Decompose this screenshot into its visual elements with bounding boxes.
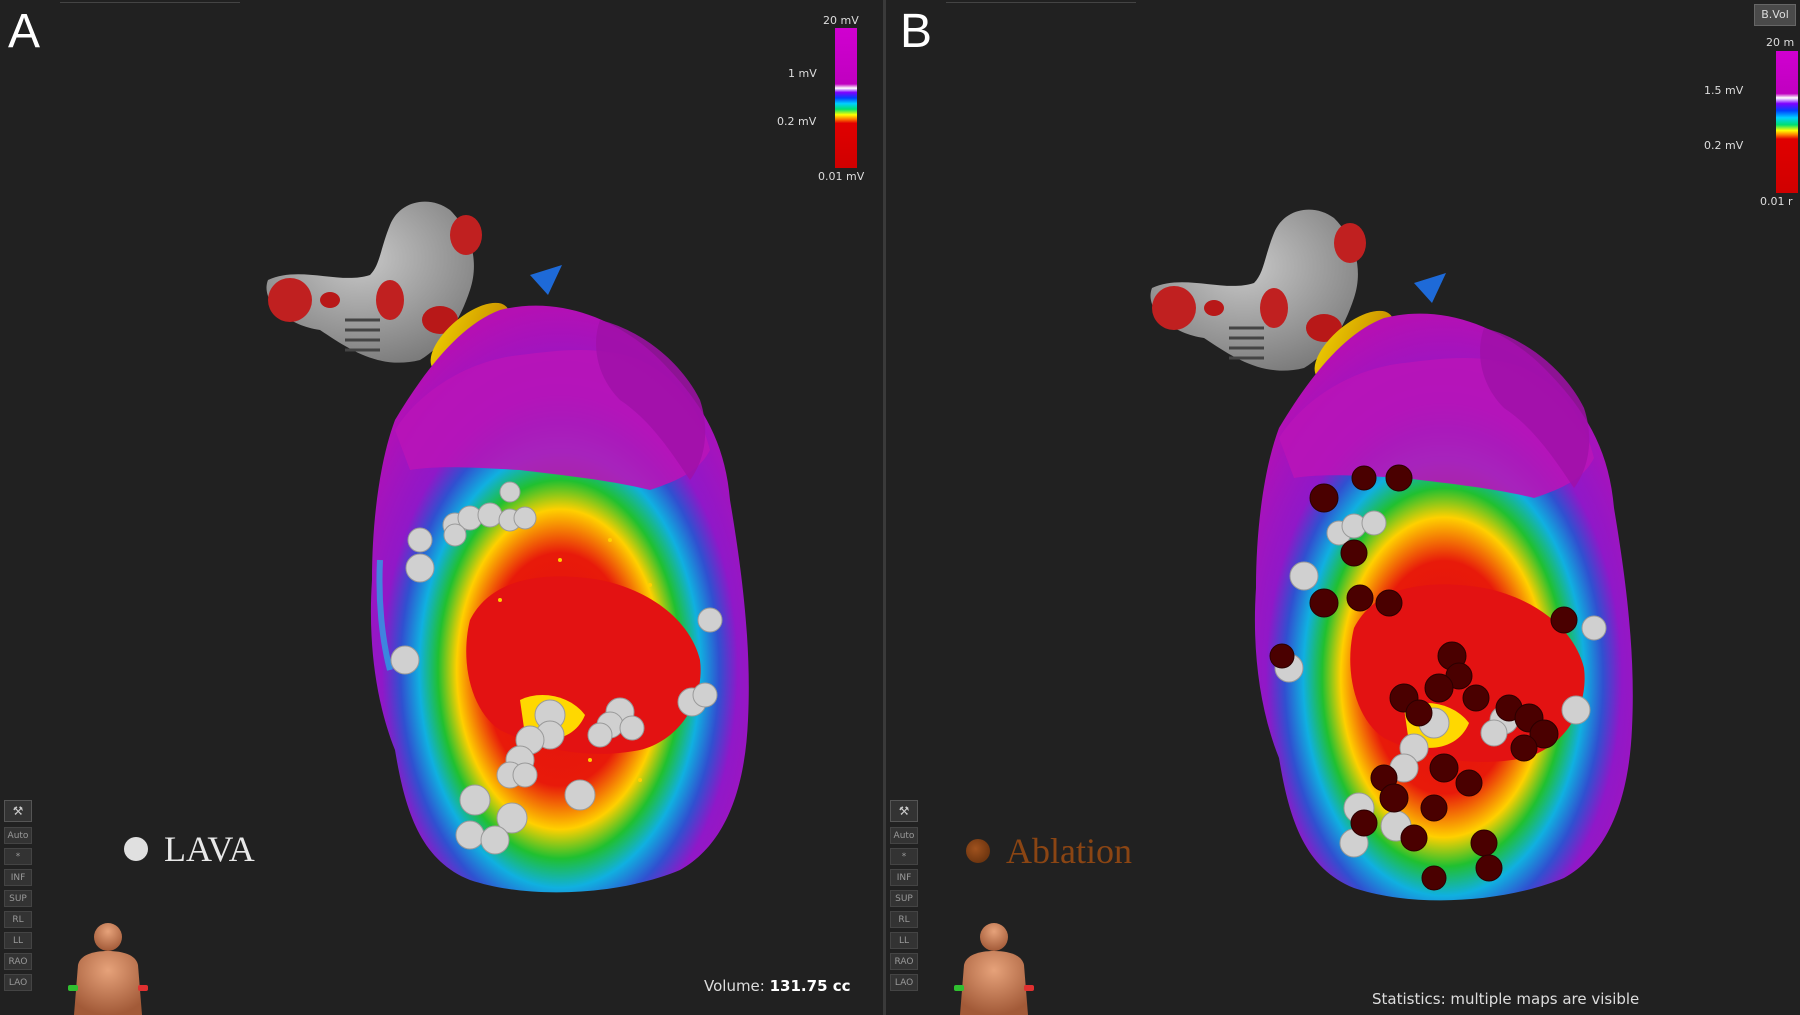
panel-divider xyxy=(883,0,886,1015)
volume-readout: Volume: 131.75 cc xyxy=(704,977,851,995)
toolbar-button-star[interactable]: * xyxy=(890,848,918,865)
toolbar-button-auto[interactable]: Auto xyxy=(4,827,32,844)
scale-min-label: 0.01 mV xyxy=(818,170,865,183)
lava-points xyxy=(390,481,723,855)
toolbar-button-lao[interactable]: LAO xyxy=(4,974,32,991)
voltage-scale[interactable]: 20 mV 1 mV 0.2 mV 0.01 mV xyxy=(777,14,883,184)
ventricle xyxy=(370,305,749,893)
toolbar-button-rao[interactable]: RAO xyxy=(890,953,918,970)
map-panel-b[interactable]: B xyxy=(886,0,1800,1015)
scale-min-label: 0.01 r xyxy=(1760,195,1793,208)
legend-dot xyxy=(124,837,148,861)
statistics-status: Statistics: multiple maps are visible xyxy=(1372,990,1640,1008)
view-toolbar: ⚒ Auto * INF SUP RL LL RAO LAO xyxy=(890,800,918,995)
map-panel-a[interactable]: A xyxy=(0,0,883,1015)
legend-label: LAVA xyxy=(164,829,255,869)
view-toolbar: ⚒ Auto * INF SUP RL LL RAO LAO xyxy=(4,800,32,995)
pulmonary-vein xyxy=(1150,209,1366,371)
legend-label: Ablation xyxy=(1006,831,1132,871)
scale-max-label: 20 mV xyxy=(823,14,859,27)
toolbar-button-rao[interactable]: RAO xyxy=(4,953,32,970)
toolbar-button-inf[interactable]: INF xyxy=(4,869,32,886)
panel-top-border xyxy=(946,2,1136,3)
scale-lower-label: 0.2 mV xyxy=(1704,139,1744,152)
legend: Ablation xyxy=(966,830,1132,872)
map-mode-button[interactable]: B.Vol xyxy=(1754,4,1796,26)
toolbar-button-sup[interactable]: SUP xyxy=(890,890,918,907)
scale-upper-label: 1.5 mV xyxy=(1704,84,1744,97)
pin-icon[interactable]: ⚒ xyxy=(890,800,918,822)
voltage-scale[interactable]: 20 m 1.5 mV 0.2 mV 0.01 r xyxy=(1704,36,1800,216)
legend-dot xyxy=(966,839,990,863)
scale-gradient-bar[interactable] xyxy=(835,28,857,168)
scatter-points xyxy=(498,538,652,782)
scale-gradient-bar[interactable] xyxy=(1776,51,1798,193)
legend: LAVA xyxy=(124,828,255,870)
toolbar-button-star[interactable]: * xyxy=(4,848,32,865)
toolbar-button-rl[interactable]: RL xyxy=(890,911,918,928)
orientation-avatar[interactable] xyxy=(68,915,148,1015)
toolbar-button-rl[interactable]: RL xyxy=(4,911,32,928)
toolbar-button-sup[interactable]: SUP xyxy=(4,890,32,907)
panel-letter: A xyxy=(8,5,41,58)
catheter-tip xyxy=(530,265,562,295)
toolbar-button-inf[interactable]: INF xyxy=(890,869,918,886)
toolbar-button-ll[interactable]: LL xyxy=(890,932,918,949)
toolbar-button-lao[interactable]: LAO xyxy=(890,974,918,991)
scale-lower-label: 0.2 mV xyxy=(777,115,817,128)
panel-letter: B xyxy=(900,5,933,58)
pin-icon[interactable]: ⚒ xyxy=(4,800,32,822)
toolbar-button-ll[interactable]: LL xyxy=(4,932,32,949)
catheter-tip xyxy=(1414,273,1446,303)
voltage-map-b[interactable] xyxy=(886,0,1800,1015)
ablation-points xyxy=(1269,464,1578,891)
pulmonary-vein xyxy=(266,201,482,363)
panel-top-border xyxy=(60,2,240,3)
volume-value: 131.75 cc xyxy=(769,977,851,995)
voltage-map-a[interactable] xyxy=(0,0,883,1015)
scale-upper-label: 1 mV xyxy=(788,67,817,80)
toolbar-button-auto[interactable]: Auto xyxy=(890,827,918,844)
orientation-avatar[interactable] xyxy=(954,915,1034,1015)
volume-label: Volume: xyxy=(704,977,765,995)
scale-max-label: 20 m xyxy=(1766,36,1795,49)
